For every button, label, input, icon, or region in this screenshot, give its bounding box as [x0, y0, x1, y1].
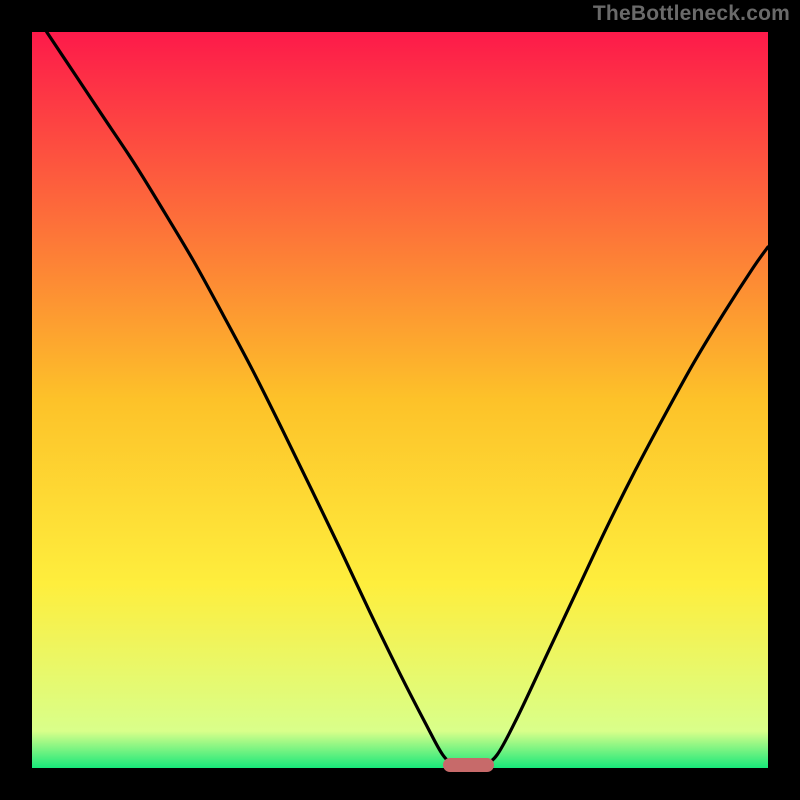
- chart-frame: TheBottleneck.com: [0, 0, 800, 800]
- watermark-text: TheBottleneck.com: [593, 2, 790, 26]
- bottleneck-curve: [32, 32, 768, 768]
- curve-path: [47, 32, 768, 766]
- minimum-marker: [443, 758, 495, 771]
- plot-area: [32, 32, 768, 768]
